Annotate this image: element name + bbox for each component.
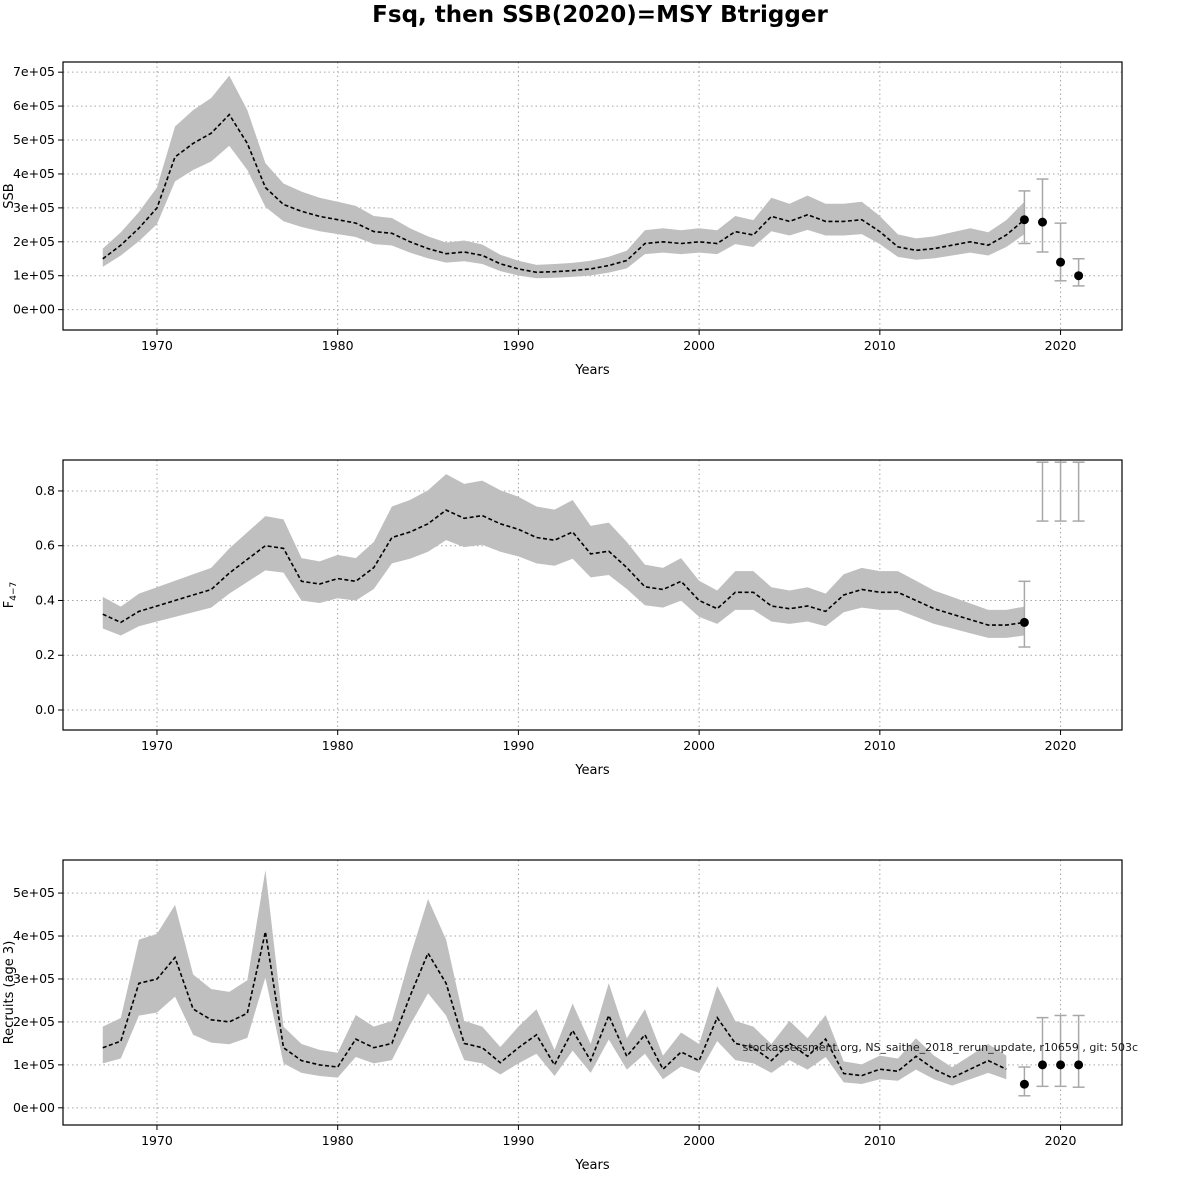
y-tick-label: 5e+05 xyxy=(13,885,55,900)
x-tick-label: 1980 xyxy=(322,338,354,353)
x-tick-label: 2010 xyxy=(864,1133,896,1148)
x-tick-label: 2020 xyxy=(1045,738,1077,753)
y-tick-label: 3e+05 xyxy=(13,971,55,986)
estimate-line xyxy=(102,931,1007,1079)
fishing-mortality-chart-panel: 1970 1980 1990 2000 2010 2020 0.0 0.2 0.4 0.6 0.8 Y… xyxy=(2,459,1123,778)
x-tick-label: 1970 xyxy=(141,738,173,753)
y-tick-label: 7e+05 xyxy=(13,64,55,79)
x-axis-label: Years xyxy=(574,363,610,378)
forecast-point xyxy=(1056,1060,1066,1070)
x-tick-label: 2010 xyxy=(864,738,896,753)
x-tick-label: 2000 xyxy=(683,338,715,353)
x-tick-label: 2000 xyxy=(683,738,715,753)
x-tick-label: 2010 xyxy=(864,338,896,353)
y-tick-label: 3e+05 xyxy=(13,200,55,215)
estimate-line xyxy=(102,113,1025,274)
y-tick-label: 4e+05 xyxy=(13,166,55,181)
y-tick-label: 4e+05 xyxy=(13,928,55,943)
forecast-point xyxy=(1019,215,1029,225)
plot-box xyxy=(62,459,1123,731)
y-tick-label: 2e+05 xyxy=(13,1014,55,1029)
estimate-line xyxy=(102,509,1025,626)
forecast-point xyxy=(1074,271,1084,281)
x-tick-label: 1970 xyxy=(141,1133,173,1148)
forecast-point xyxy=(1074,1060,1084,1070)
watermark-text: stockassessment.org, NS_saithe_2018_reru… xyxy=(742,1041,1138,1054)
x-axis-label: Years xyxy=(574,763,610,778)
confidence-band xyxy=(102,870,1007,1086)
y-tick-label: 2e+05 xyxy=(13,234,55,249)
y-axis-label: Recruits (age 3) xyxy=(2,941,17,1045)
forecast-point xyxy=(1019,617,1029,627)
x-tick-label: 1990 xyxy=(502,1133,534,1148)
plot-box xyxy=(62,61,1123,331)
page-title: Fsq, then SSB(2020)=MSY Btrigger xyxy=(372,2,828,28)
y-tick-label: 1e+05 xyxy=(13,1057,55,1072)
y-tick-label: 0.2 xyxy=(35,647,55,662)
recruits-chart-panel: 1970 1980 1990 2000 2010 2020 0e+00 1e+05 2e+05 3… xyxy=(2,859,1123,1173)
x-tick-label: 2020 xyxy=(1045,1133,1077,1148)
x-tick-label: 1970 xyxy=(141,338,173,353)
forecast-point xyxy=(1056,257,1066,267)
confidence-band xyxy=(102,75,1025,279)
x-tick-label: 1990 xyxy=(502,338,534,353)
y-tick-label: 6e+05 xyxy=(13,98,55,113)
forecast-point xyxy=(1037,1060,1047,1070)
x-tick-label: 2020 xyxy=(1045,338,1077,353)
y-tick-label: 5e+05 xyxy=(13,132,55,147)
y-tick-label: 0.0 xyxy=(35,702,55,717)
x-axis-label: Years xyxy=(574,1158,610,1173)
y-tick-label: 0.8 xyxy=(35,483,55,498)
y-tick-label: 0.4 xyxy=(35,592,55,607)
x-tick-label: 2000 xyxy=(683,1133,715,1148)
y-tick-label: 0e+00 xyxy=(13,1100,55,1115)
forecast-point xyxy=(1037,217,1047,227)
y-tick-label: 0e+00 xyxy=(13,302,55,317)
y-tick-label: 0.6 xyxy=(35,538,55,553)
ssb-chart-panel: 1970 1980 1990 2000 2010 2020 0e+00 1e+05 2e+05 3… xyxy=(2,61,1123,378)
x-tick-label: 1980 xyxy=(322,738,354,753)
y-tick-label: 1e+05 xyxy=(13,268,55,283)
y-axis-label: SSB xyxy=(2,183,17,208)
forecast-point xyxy=(1019,1079,1029,1089)
plot-box xyxy=(62,859,1123,1126)
confidence-band xyxy=(102,474,1025,638)
x-tick-label: 1980 xyxy=(322,1133,354,1148)
y-axis-label: F4−7 xyxy=(2,582,19,608)
x-tick-label: 1990 xyxy=(502,738,534,753)
